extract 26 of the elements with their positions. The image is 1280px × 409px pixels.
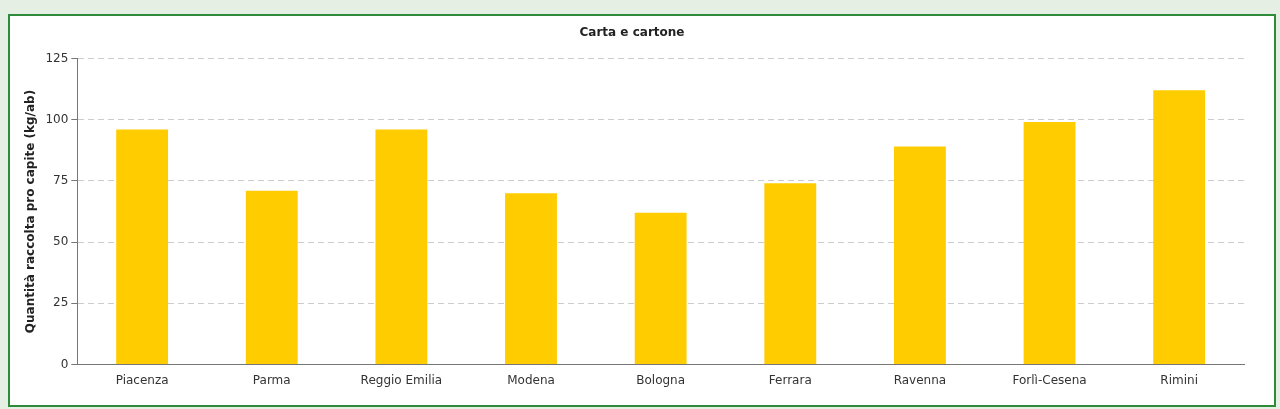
y-tick-label: 0 — [60, 356, 69, 371]
bar — [1023, 122, 1076, 365]
x-tick-label: Ferrara — [768, 372, 812, 387]
x-tick-label: Bologna — [636, 372, 686, 387]
bar — [116, 129, 169, 365]
y-tick-label: 100 — [45, 111, 69, 126]
x-tick-label: Forlì-Cesena — [1012, 372, 1087, 387]
bar — [1153, 90, 1206, 365]
bar — [505, 193, 557, 365]
x-tick-label: Parma — [252, 372, 291, 387]
bar — [634, 212, 687, 365]
y-tick-label: 125 — [45, 50, 69, 65]
chart-title: Carta e cartone — [579, 25, 685, 40]
x-tick-label: Modena — [507, 372, 555, 387]
bar — [375, 129, 428, 365]
y-tick-label: 75 — [53, 173, 69, 188]
bar — [245, 190, 298, 365]
y-axis-title: Quantità raccolta pro capite (kg/ab) — [23, 89, 38, 334]
x-tick-label: Ravenna — [893, 372, 947, 387]
bar — [893, 146, 946, 365]
y-tick-label: 25 — [53, 295, 69, 310]
x-tick-label: Piacenza — [115, 372, 169, 387]
x-tick-label: Rimini — [1160, 372, 1198, 387]
bar — [764, 183, 817, 365]
y-tick-label: 50 — [53, 234, 69, 249]
x-tick-label: Reggio Emilia — [360, 372, 443, 387]
